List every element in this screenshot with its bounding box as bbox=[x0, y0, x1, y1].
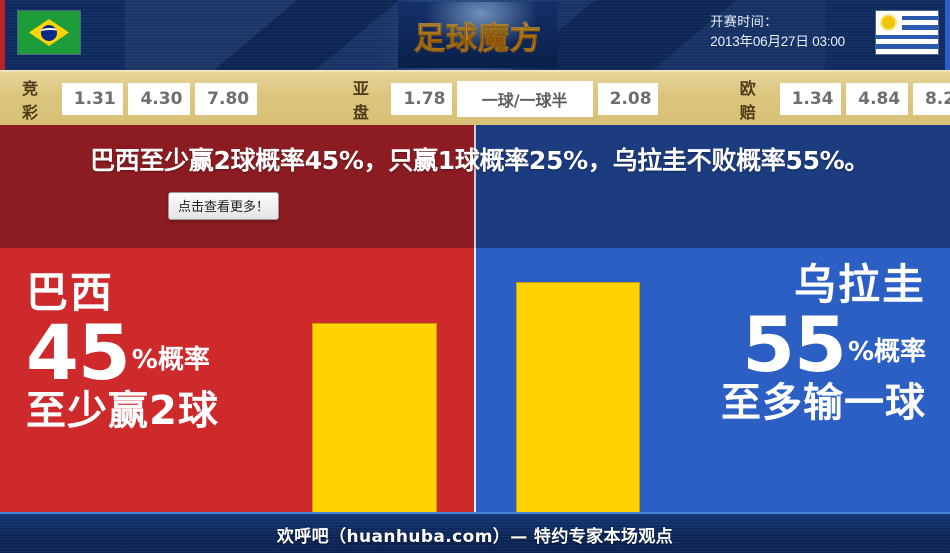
odds-bar: 竞彩 1.31 4.30 7.80 亚盘 1.78 一球/一球半 2.08 欧赔… bbox=[0, 70, 950, 125]
footer-credit: 欢呼吧（huanhuba.com）— 特约专家本场观点 bbox=[276, 527, 674, 547]
odds-cell-away[interactable]: 2.08 bbox=[597, 82, 658, 115]
brazil-team-name: 巴西 bbox=[26, 268, 115, 317]
brazil-flag-icon bbox=[18, 11, 80, 54]
odds-cell-away[interactable]: 7.80 bbox=[195, 82, 257, 115]
odds-group-yapan: 亚盘 1.78 一球/一球半 2.08 bbox=[353, 75, 658, 123]
kickoff-info: 开赛时间： 2013年06月27日 03:00 bbox=[710, 12, 845, 53]
click-more-tooltip: 点击查看更多！ bbox=[168, 192, 280, 220]
site-logo[interactable]: 足球魔方 bbox=[398, 2, 558, 68]
headline-band-left bbox=[0, 125, 475, 248]
header-bar: 足球魔方 开赛时间： 2013年06月27日 03:00 bbox=[0, 0, 950, 70]
bar-brazil bbox=[312, 323, 437, 512]
headline-text: 巴西至少赢2球概率45%，只赢1球概率25%，乌拉圭不败概率55%。 bbox=[90, 146, 870, 175]
uruguay-percent-label: %概率 bbox=[847, 336, 926, 367]
headline-band[interactable]: 巴西至少赢2球概率45%，只赢1球概率25%，乌拉圭不败概率55%。 bbox=[0, 125, 950, 248]
header-right-accent bbox=[945, 0, 950, 70]
odds-group-label: 欧赔 bbox=[739, 78, 756, 122]
odds-cell-home[interactable]: 1.31 bbox=[61, 82, 124, 115]
odds-group-oupei: 欧赔 1.34 4.84 8.20 bbox=[740, 75, 950, 123]
probability-panels: 巴西 45 %概率 至少赢2球 乌拉圭 55 %概率 至多输一球 bbox=[0, 248, 950, 512]
flag-canton bbox=[876, 11, 902, 34]
flag-globe bbox=[41, 24, 57, 41]
odds-cell-draw[interactable]: 4.84 bbox=[846, 82, 908, 115]
odds-cell-away[interactable]: 8.20 bbox=[912, 82, 950, 115]
site-logo-text: 足球魔方 bbox=[414, 13, 542, 58]
brazil-stat-block: 巴西 45 %概率 至少赢2球 bbox=[26, 272, 219, 432]
band-divider bbox=[474, 125, 476, 248]
kickoff-label: 开赛时间： bbox=[710, 14, 778, 29]
odds-cell-home[interactable]: 1.34 bbox=[779, 82, 842, 115]
odds-group-jingcai: 竞彩 1.31 4.30 7.80 bbox=[22, 75, 257, 123]
sun-of-may-icon bbox=[882, 16, 895, 29]
headline-band-right bbox=[475, 125, 950, 248]
flag-stripe bbox=[876, 34, 938, 40]
uruguay-team-name: 乌拉圭 bbox=[793, 260, 926, 309]
uruguay-outcome-desc: 至多输一球 bbox=[721, 379, 926, 426]
odds-cell-draw[interactable]: 4.30 bbox=[128, 82, 191, 115]
panel-brazil: 巴西 45 %概率 至少赢2球 bbox=[0, 248, 475, 512]
panel-uruguay: 乌拉圭 55 %概率 至多输一球 bbox=[475, 248, 950, 512]
uruguay-stat-block: 乌拉圭 55 %概率 至多输一球 bbox=[721, 264, 926, 424]
panel-divider bbox=[474, 248, 476, 512]
odds-group-label: 竞彩 bbox=[22, 78, 39, 122]
flag-stripe bbox=[876, 15, 938, 21]
kickoff-time: 2013年06月27日 03:00 bbox=[710, 34, 845, 50]
uruguay-flag-icon bbox=[876, 11, 938, 54]
flag-stripe bbox=[876, 25, 938, 30]
brazil-outcome-desc: 至少赢2球 bbox=[26, 387, 219, 434]
header-left-accent bbox=[0, 0, 5, 70]
uruguay-percent-row: 55 %概率 bbox=[721, 300, 926, 389]
footer-bar: 欢呼吧（huanhuba.com）— 特约专家本场观点 bbox=[0, 512, 950, 553]
bar-uruguay bbox=[516, 282, 640, 512]
odds-cell-home[interactable]: 1.78 bbox=[391, 82, 452, 115]
brazil-percent-value: 45 bbox=[26, 308, 131, 397]
flag-stripe bbox=[876, 43, 938, 49]
brazil-percent-label: %概率 bbox=[131, 344, 210, 375]
odds-cell-handicap[interactable]: 一球/一球半 bbox=[456, 80, 593, 117]
odds-group-label: 亚盘 bbox=[352, 78, 369, 122]
brazil-percent-row: 45 %概率 bbox=[26, 308, 219, 397]
uruguay-percent-value: 55 bbox=[742, 300, 847, 389]
